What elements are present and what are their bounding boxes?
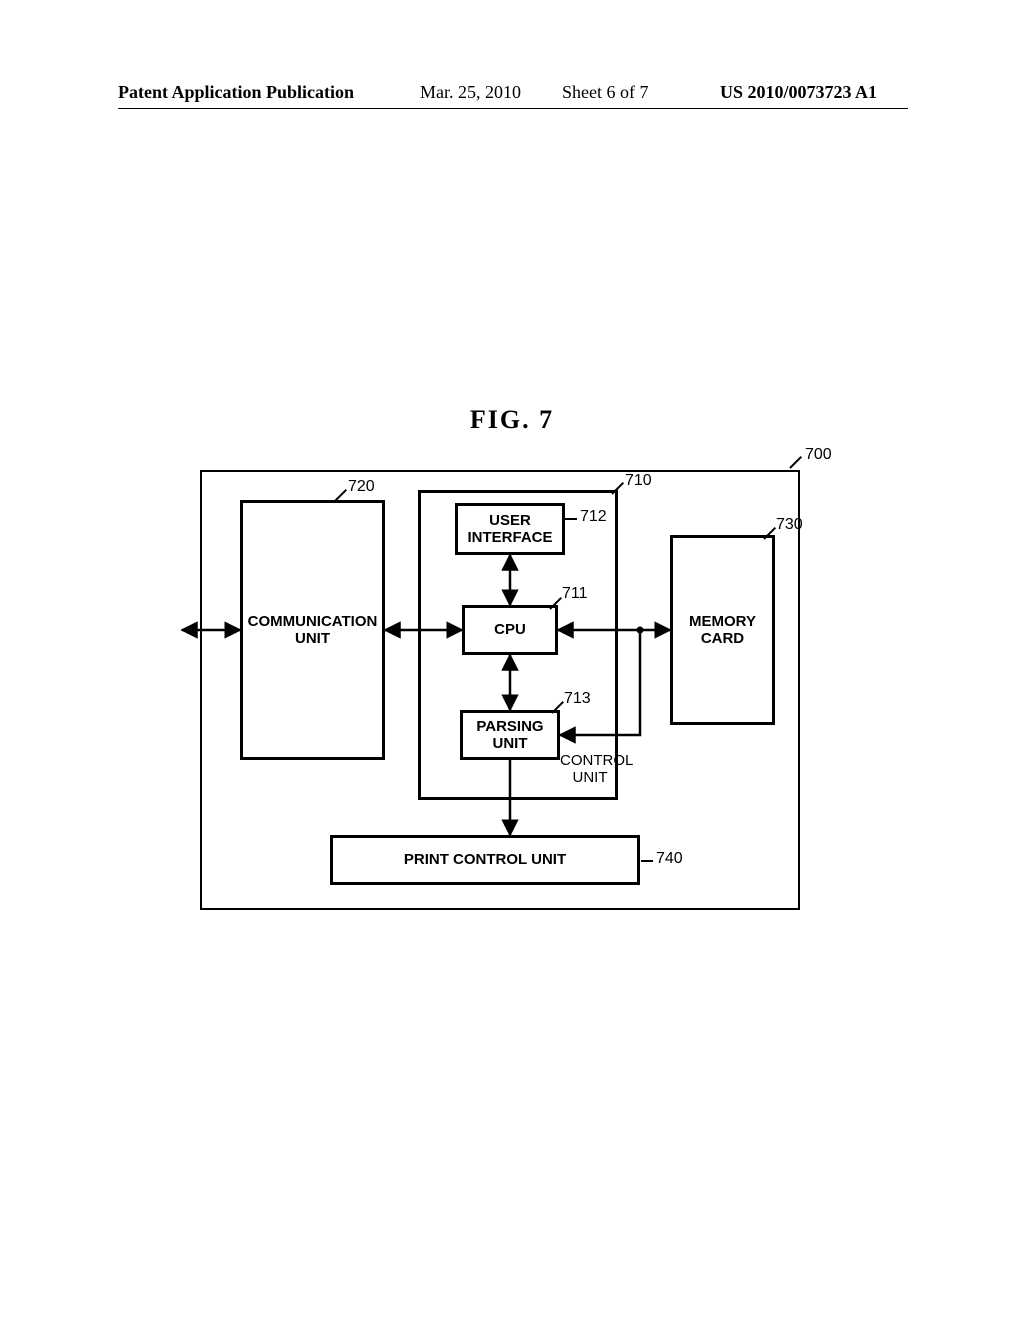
header-sheet: Sheet 6 of 7 xyxy=(562,82,648,103)
header-date: Mar. 25, 2010 xyxy=(420,82,521,103)
figure-title: FIG. 7 xyxy=(0,405,1024,435)
header-docnum: US 2010/0073723 A1 xyxy=(720,82,877,103)
page: Patent Application Publication Mar. 25, … xyxy=(0,0,1024,1320)
header-rule xyxy=(118,108,908,109)
header-publication: Patent Application Publication xyxy=(118,82,354,103)
diagram-wires xyxy=(200,460,810,920)
block-diagram: COMMUNICATION UNIT USER INTERFACE CPU PA… xyxy=(200,460,810,920)
